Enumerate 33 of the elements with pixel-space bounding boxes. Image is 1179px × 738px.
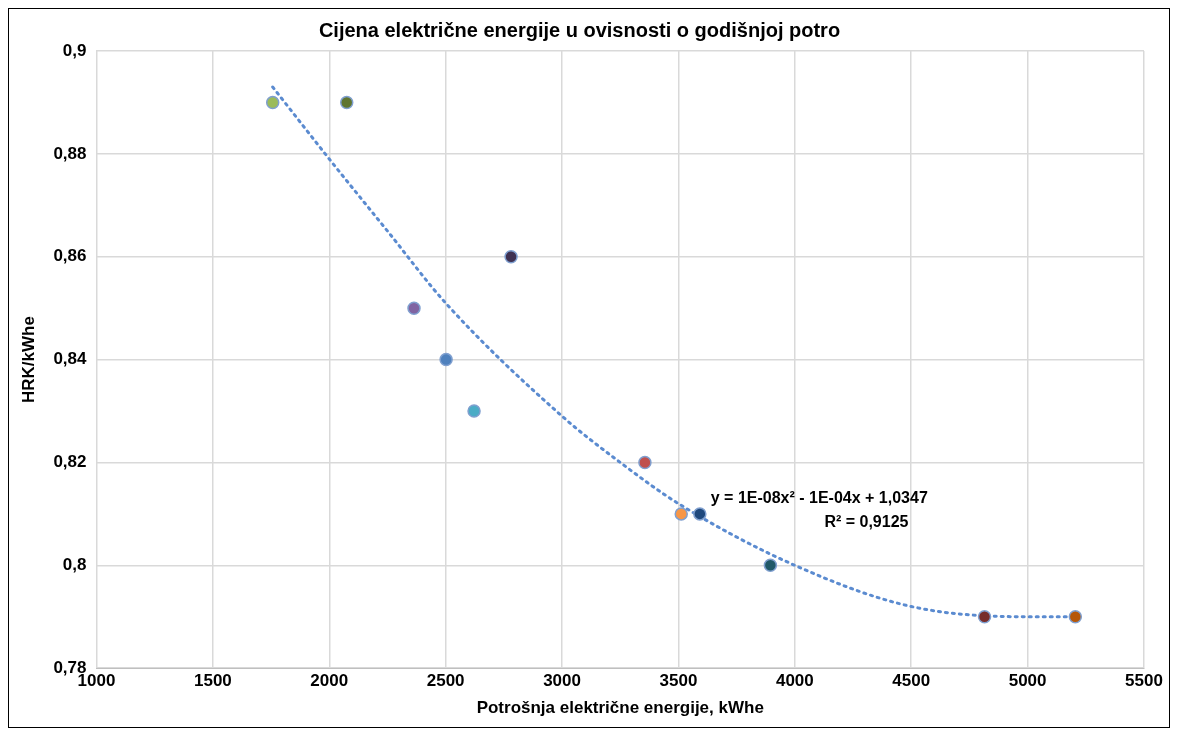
point	[504, 249, 518, 264]
point	[674, 507, 688, 521]
y-tick-label: 0,8	[62, 555, 87, 575]
x-tick-label: 5000	[1008, 671, 1047, 691]
point	[339, 95, 354, 110]
annotation: R² = 0,9125	[824, 512, 909, 530]
x-tick-label: 2500	[426, 671, 465, 691]
point	[265, 95, 280, 110]
y-tick-label: 0,9	[62, 40, 87, 60]
point	[1068, 610, 1083, 624]
point	[439, 352, 453, 367]
y-tick-label: 0,86	[53, 246, 87, 266]
x-tick-label: 1500	[193, 671, 232, 691]
y-tick-label: 0,78	[53, 657, 87, 677]
x-tick-label: 4000	[775, 671, 814, 691]
point	[407, 301, 421, 315]
annotation: y = 1E-08x² - 1E-04x + 1,0347	[710, 488, 928, 506]
y-axis-title: HRK/kWhe	[18, 316, 38, 404]
point	[763, 558, 778, 573]
point	[467, 404, 481, 418]
point	[638, 455, 652, 470]
y-tick-label: 0,82	[53, 452, 87, 472]
x-tick-label: 2000	[310, 671, 349, 691]
x-tick-label: 3000	[543, 671, 581, 691]
x-axis-title: Potrošnja električne energije, kWhe	[476, 698, 764, 718]
x-tick-label: 5500	[1125, 671, 1163, 691]
point	[977, 610, 992, 624]
chart-title: Cijena električne energije u ovisnosti o godišnjoj potro	[318, 18, 841, 41]
point	[693, 507, 707, 521]
x-tick-label: 3500	[659, 671, 698, 691]
y-tick-label: 0,84	[53, 349, 88, 369]
x-tick-label: 4500	[892, 671, 931, 691]
y-tick-label: 0,88	[53, 143, 87, 163]
